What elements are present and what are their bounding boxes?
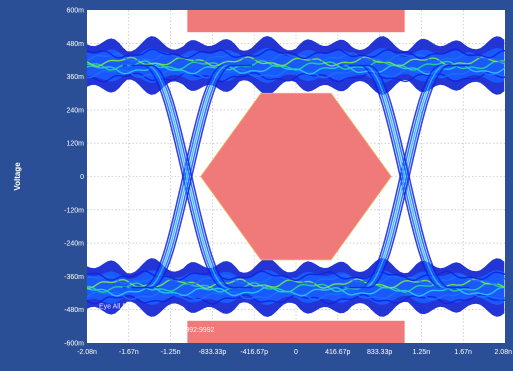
x-tick-label: -1.67n xyxy=(119,349,139,356)
falling-edge-trace xyxy=(342,64,463,289)
y-tick-label: -600m xyxy=(64,341,84,348)
high-rail-trace xyxy=(87,60,505,71)
y-tick-label: 120m xyxy=(66,141,84,148)
falling-edge-trace xyxy=(348,64,470,289)
high-rail-trace xyxy=(87,56,505,68)
falling-edge-trace xyxy=(127,64,248,289)
low-rail-trace xyxy=(87,289,505,301)
y-tick-label: -240m xyxy=(64,241,84,248)
x-tick-label: -416.67p xyxy=(240,349,268,356)
x-axis-ticks: -2.08n -1.67n -1.25n -833.33p -416.67p 0 416.6… xyxy=(77,349,512,356)
y-tick-label: 480m xyxy=(66,41,84,48)
falling-edge-trace xyxy=(129,64,250,289)
y-axis-label: Voltage xyxy=(13,162,22,191)
x-tick-label: -833.33p xyxy=(199,349,227,356)
low-rail-trace xyxy=(87,270,505,282)
y-tick-label: -480m xyxy=(64,307,84,314)
x-tick-label: 833.33p xyxy=(367,349,392,356)
eye-mask-polygon xyxy=(200,92,392,261)
y-axis-ticks: 600m 480m 360m 240m 120m 0 -120m -240m -360m -480… xyxy=(64,8,84,348)
falling-edge-trace xyxy=(346,64,467,289)
y-tick-label: 600m xyxy=(66,8,84,15)
x-tick-label: 2.08n xyxy=(494,349,512,356)
x-tick-label: -1.25n xyxy=(161,349,181,356)
signal-traces xyxy=(87,36,505,317)
x-tick-label: 1.67n xyxy=(454,349,472,356)
low-rail-trace xyxy=(87,274,505,286)
falling-edge-trace xyxy=(131,64,252,289)
y-tick-label: 360m xyxy=(66,74,84,81)
x-tick-label: 0 xyxy=(294,349,298,356)
y-tick-label: 240m xyxy=(66,107,84,114)
y-tick-label: -360m xyxy=(64,274,84,281)
high-rail-trace xyxy=(87,48,505,60)
eye-mask xyxy=(187,10,405,343)
y-tick-label: 0 xyxy=(80,174,84,181)
x-tick-label: 416.67p xyxy=(325,349,350,356)
falling-edge-trace xyxy=(340,64,461,289)
x-tick-label: -2.08n xyxy=(77,349,97,356)
waveform-count-label: 992:9992 xyxy=(185,327,214,334)
eye-bits-label: Eye All Bits xyxy=(99,304,135,311)
falling-edge-trace xyxy=(344,64,465,289)
eye-mask-bottom-bar xyxy=(187,320,405,343)
x-tick-label: 1.25n xyxy=(413,349,431,356)
falling-edge-trace xyxy=(125,64,246,289)
falling-edge-trace xyxy=(122,64,244,289)
high-rail-trace xyxy=(87,52,505,64)
high-rail-trace xyxy=(87,71,505,83)
y-tick-label: -120m xyxy=(64,207,84,214)
eye-mask-top-bar xyxy=(187,10,405,33)
